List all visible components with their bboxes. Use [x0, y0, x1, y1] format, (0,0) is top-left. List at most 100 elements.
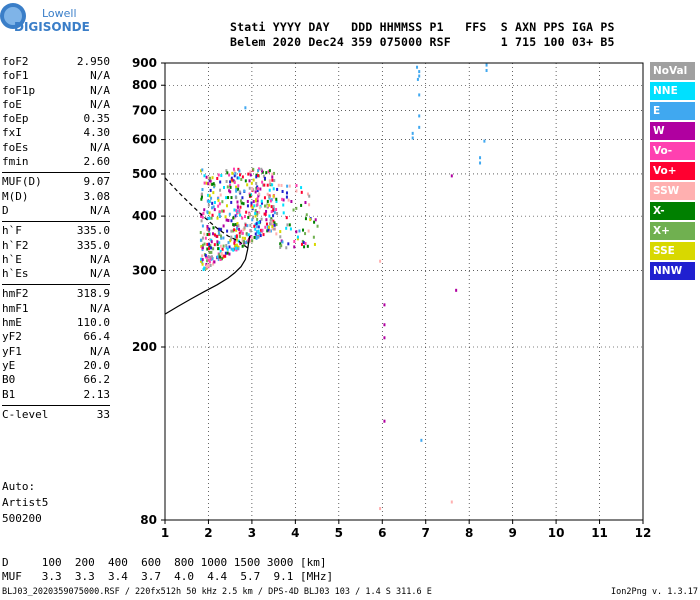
echo-mark	[286, 223, 289, 227]
legend-item: X+	[650, 222, 695, 240]
param-label: B0	[2, 373, 16, 387]
echo-mark	[250, 181, 253, 185]
echo-mark	[258, 210, 261, 214]
echo-mark	[247, 239, 250, 243]
echo-mark	[271, 227, 274, 231]
echo-mark	[204, 253, 207, 257]
echo-mark	[249, 170, 252, 174]
param-row: hmF1 N/A	[2, 302, 110, 316]
footer-file-info: BLJ03_2020359075000.RSF / 220fx512h 50 k…	[2, 587, 432, 597]
param-label: fxI	[2, 126, 22, 140]
param-value: N/A	[90, 203, 110, 217]
param-label: yF2	[2, 330, 22, 344]
echo-mark	[222, 254, 225, 258]
echo-mark	[208, 250, 211, 254]
echo-mark	[236, 205, 239, 209]
echo-mark	[232, 179, 235, 183]
echo-mark	[229, 190, 232, 194]
param-row: yE 20.0	[2, 359, 110, 373]
x-tick-label: 10	[548, 526, 565, 540]
echo-mark	[229, 239, 232, 243]
echo-mark	[300, 203, 303, 207]
echo-mark	[230, 247, 233, 251]
echo-mark	[255, 235, 258, 239]
echo-mark	[273, 227, 276, 231]
echo-mark	[233, 216, 236, 220]
param-label: foEp	[2, 112, 29, 126]
echo-mark	[228, 245, 231, 249]
echo-mark	[257, 174, 260, 178]
echo-mark	[200, 197, 203, 201]
param-separator	[2, 221, 110, 223]
echo-mark	[203, 266, 206, 270]
echo-mark	[266, 192, 269, 196]
echo-mark	[248, 192, 251, 196]
echo-mark	[292, 208, 295, 212]
x-tick-label: 2	[204, 526, 212, 540]
param-row: h`F 335.0	[2, 224, 110, 238]
echo-mark	[236, 238, 239, 242]
echo-mark	[237, 184, 240, 188]
echo-mark	[254, 214, 257, 218]
echo-mark	[218, 202, 221, 206]
echo-mark	[230, 200, 233, 204]
legend-item: Vo+	[650, 162, 695, 180]
echo-mark	[273, 223, 276, 227]
echo-mark	[296, 237, 299, 241]
echo-mark	[225, 246, 228, 250]
echo-mark	[224, 215, 227, 219]
param-separator	[2, 172, 110, 174]
echo-point	[455, 288, 458, 292]
legend-item: X-	[650, 202, 695, 220]
echo-mark	[203, 242, 206, 246]
param-label: h`E	[2, 252, 22, 266]
echo-mark	[275, 232, 278, 236]
echo-mark	[229, 184, 232, 188]
echo-mark	[235, 196, 238, 200]
echo-mark	[316, 224, 319, 228]
param-value: 2.950	[76, 55, 110, 68]
echo-mark	[203, 181, 206, 185]
y-tick-label: 500	[132, 167, 157, 181]
echo-mark	[265, 222, 268, 226]
echo-mark	[216, 255, 219, 259]
legend-item: NNW	[650, 262, 695, 280]
echo-mark	[235, 243, 238, 247]
echo-mark	[218, 213, 221, 217]
echo-mark	[212, 182, 215, 186]
echo-mark	[203, 232, 206, 236]
echo-mark	[201, 224, 204, 228]
echo-mark	[247, 215, 250, 219]
echo-mark	[267, 228, 270, 232]
echo-mark	[275, 199, 278, 203]
echo-mark	[210, 255, 213, 259]
echo-mark	[205, 255, 208, 259]
echo-mark	[260, 201, 263, 205]
echo-mark	[212, 205, 215, 209]
param-label: foEs	[2, 140, 29, 154]
echo-mark	[257, 167, 260, 171]
echo-point	[383, 419, 386, 423]
echo-mark	[207, 247, 210, 251]
echo-mark	[202, 211, 205, 215]
echo-mark	[206, 259, 209, 263]
echo-mark	[308, 203, 311, 207]
echo-mark	[266, 229, 269, 233]
echo-mark	[200, 195, 203, 199]
echo-mark	[276, 211, 279, 215]
echo-mark	[217, 258, 220, 262]
param-row: h`Es N/A	[2, 267, 110, 281]
echo-mark	[255, 236, 258, 240]
echo-mark	[219, 244, 222, 248]
echo-mark	[225, 218, 228, 222]
echo-mark	[273, 211, 276, 215]
echo-mark	[211, 206, 214, 210]
echo-mark	[295, 189, 298, 193]
echo-mark	[251, 216, 254, 220]
echo-mark	[266, 183, 269, 187]
echo-mark	[304, 217, 307, 221]
echo-mark	[225, 169, 228, 173]
echo-mark	[221, 253, 224, 257]
echo-mark	[263, 196, 266, 200]
echo-mark	[217, 204, 220, 208]
